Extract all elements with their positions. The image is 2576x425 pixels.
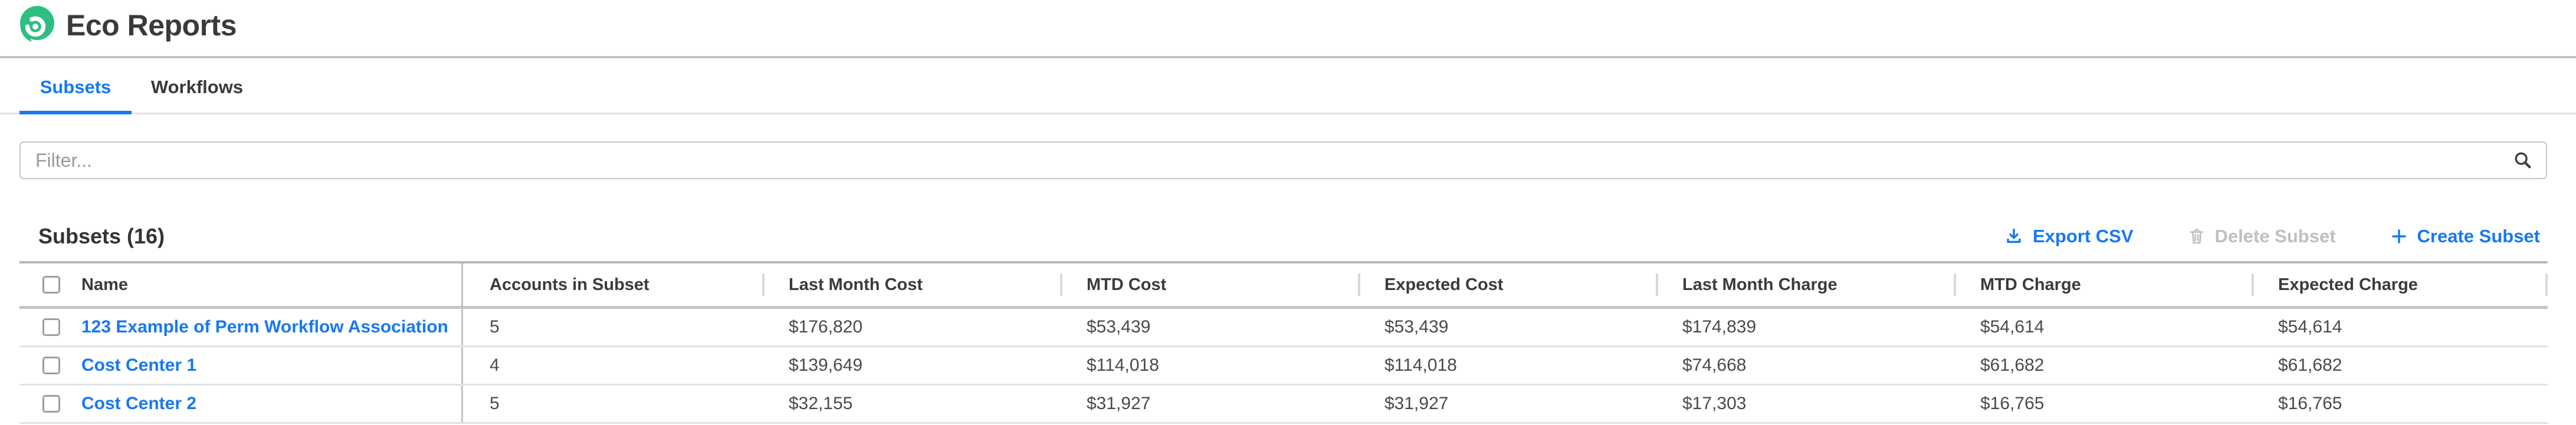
expected-charge-cell: $54,614: [2278, 317, 2342, 337]
last-month-charge-cell: $17,303: [1682, 394, 1747, 413]
tab-workflows-label: Workflows: [150, 77, 244, 97]
filter-input[interactable]: [21, 143, 2546, 178]
table-row: Cost Center 1 4 $139,649 $114,018 $114,0…: [19, 347, 2548, 386]
header-name-cell: Name: [19, 263, 463, 306]
expected-cost-cell: $53,439: [1384, 317, 1449, 337]
column-header-expected-cost: Expected Cost: [1358, 263, 1656, 306]
mtd-charge-cell: $16,765: [1980, 394, 2045, 413]
expected-cost-cell: $31,927: [1384, 394, 1449, 413]
expected-cost-cell: $114,018: [1384, 355, 1457, 375]
export-csv-label: Export CSV: [2032, 226, 2134, 246]
app-logo-icon: [20, 6, 54, 42]
row-name-cell: Cost Center 1: [19, 347, 463, 384]
mtd-cost-cell: $31,927: [1087, 394, 1151, 413]
page-title: Eco Reports: [66, 9, 237, 42]
delete-subset-label: Delete Subset: [2214, 226, 2336, 246]
tab-bar: Subsets Workflows: [0, 58, 2576, 114]
mtd-charge-cell: $61,682: [1980, 355, 2045, 375]
column-header-last-month-cost: Last Month Cost: [762, 263, 1060, 306]
toolbar-actions: Export CSV Delete Subset Create Subset: [2004, 226, 2540, 247]
expected-charge-cell: $16,765: [2278, 394, 2342, 413]
row-checkbox[interactable]: [42, 318, 60, 336]
mtd-cost-cell: $114,018: [1087, 355, 1159, 375]
app-header: Eco Reports: [0, 0, 2576, 56]
column-header-last-month-charge: Last Month Charge: [1656, 263, 1954, 306]
subset-name-link[interactable]: 123 Example of Perm Workflow Association: [81, 317, 448, 337]
column-header-mtd-cost: MTD Cost: [1060, 263, 1358, 306]
last-month-cost-cell: $32,155: [789, 394, 853, 413]
table-row: 123 Example of Perm Workflow Association…: [19, 309, 2548, 347]
tab-workflows[interactable]: Workflows: [132, 58, 262, 113]
mtd-charge-cell: $54,614: [1980, 317, 2045, 337]
mtd-cost-cell: $53,439: [1087, 317, 1151, 337]
trash-icon: [2190, 229, 2203, 244]
expected-charge-cell: $61,682: [2278, 355, 2342, 375]
header-divider: [0, 56, 2576, 58]
tab-subsets-label: Subsets: [40, 77, 111, 97]
subset-name-link[interactable]: Cost Center 1: [81, 355, 197, 375]
row-checkbox[interactable]: [42, 395, 60, 413]
plus-icon: [2391, 229, 2406, 243]
table-header-row: Name Accounts in Subset Last Month Cost …: [19, 263, 2548, 309]
toolbar: Subsets (16) Export CSV Delete Subset Cr…: [0, 221, 2576, 252]
subsets-table: Name Accounts in Subset Last Month Cost …: [19, 261, 2548, 424]
last-month-charge-cell: $74,668: [1682, 355, 1747, 375]
row-name-cell: 123 Example of Perm Workflow Association: [19, 309, 463, 345]
download-icon: [2007, 228, 2021, 243]
row-checkbox[interactable]: [42, 357, 60, 374]
column-header-expected-charge: Expected Charge: [2252, 263, 2548, 306]
export-csv-button[interactable]: Export CSV: [2004, 226, 2134, 247]
tab-subsets[interactable]: Subsets: [19, 58, 132, 114]
row-name-cell: Cost Center 2: [19, 386, 463, 422]
subsets-count-heading: Subsets (16): [38, 224, 165, 248]
last-month-charge-cell: $174,839: [1682, 317, 1757, 337]
create-subset-label: Create Subset: [2417, 226, 2540, 246]
search-icon: [2515, 152, 2531, 169]
select-all-checkbox[interactable]: [42, 276, 60, 294]
table-row: Cost Center 2 5 $32,155 $31,927 $31,927 …: [19, 386, 2548, 424]
accounts-cell: 4: [490, 355, 500, 375]
delete-subset-button[interactable]: Delete Subset: [2188, 226, 2336, 247]
accounts-cell: 5: [490, 394, 500, 413]
filter-field: [19, 141, 2547, 179]
column-header-accounts: Accounts in Subset: [490, 275, 649, 294]
create-subset-button[interactable]: Create Subset: [2390, 226, 2540, 247]
last-month-cost-cell: $139,649: [789, 355, 863, 375]
column-header-mtd-charge: MTD Charge: [1954, 263, 2252, 306]
last-month-cost-cell: $176,820: [789, 317, 863, 337]
column-header-name: Name: [81, 275, 128, 294]
accounts-cell: 5: [490, 317, 500, 337]
subset-name-link[interactable]: Cost Center 2: [81, 394, 197, 413]
